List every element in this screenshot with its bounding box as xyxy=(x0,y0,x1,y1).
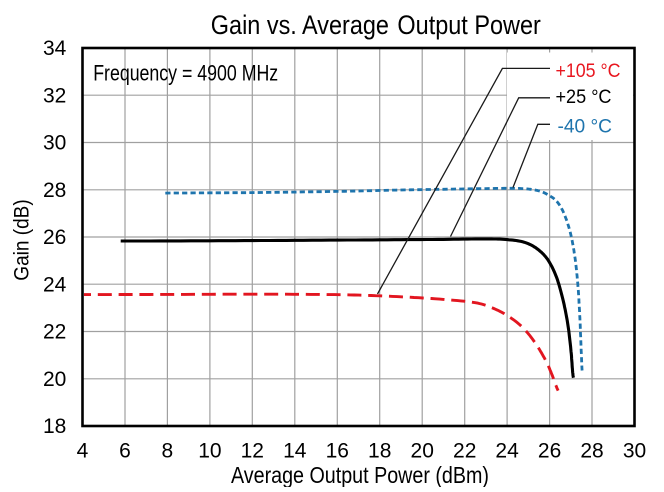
svg-text:22: 22 xyxy=(453,439,476,462)
svg-text:34: 34 xyxy=(43,37,67,60)
svg-text:18: 18 xyxy=(368,439,391,462)
svg-text:26: 26 xyxy=(538,439,561,462)
svg-text:6: 6 xyxy=(119,439,131,462)
svg-text:28: 28 xyxy=(580,439,603,462)
svg-text:+25 °C: +25 °C xyxy=(556,86,612,108)
svg-text:8: 8 xyxy=(162,439,174,462)
svg-text:Gain (dB): Gain (dB) xyxy=(10,199,33,280)
svg-text:4: 4 xyxy=(77,439,89,462)
svg-text:24: 24 xyxy=(495,439,519,462)
svg-text:22: 22 xyxy=(43,321,66,344)
svg-text:30: 30 xyxy=(43,132,66,155)
svg-text:Frequency = 4900 MHz: Frequency = 4900 MHz xyxy=(93,61,278,86)
svg-text:20: 20 xyxy=(43,368,66,391)
svg-text:32: 32 xyxy=(43,85,66,108)
svg-text:12: 12 xyxy=(241,439,264,462)
svg-text:Average Output Power (dBm): Average Output Power (dBm) xyxy=(231,462,489,487)
svg-text:26: 26 xyxy=(43,226,66,249)
svg-text:10: 10 xyxy=(198,439,221,462)
svg-text:28: 28 xyxy=(43,179,66,202)
svg-text:+105 °C: +105 °C xyxy=(556,60,621,82)
svg-text:18: 18 xyxy=(43,415,66,438)
svg-text:16: 16 xyxy=(326,439,349,462)
svg-text:-40 °C: -40 °C xyxy=(558,116,613,138)
svg-text:20: 20 xyxy=(411,439,434,462)
svg-text:Gain vs. Average Output Power: Gain vs. Average Output Power xyxy=(211,10,541,40)
svg-text:30: 30 xyxy=(623,439,646,462)
svg-text:24: 24 xyxy=(43,273,67,296)
svg-text:14: 14 xyxy=(283,439,307,462)
